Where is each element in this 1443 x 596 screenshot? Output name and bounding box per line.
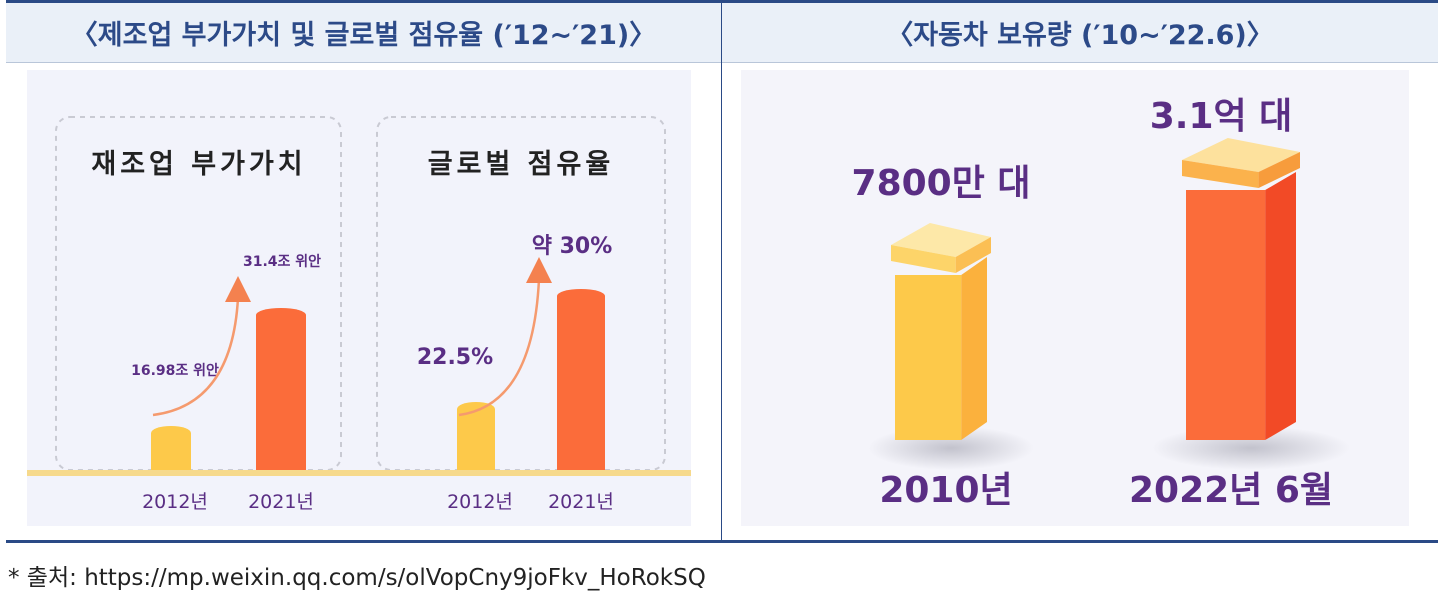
chart1-bar-body-1 [151, 436, 191, 474]
chart1-xlabel-1: 2012년 [142, 491, 208, 513]
column-xlabel-2: 2022년 6월 [1129, 470, 1333, 511]
column-cap-front-1 [891, 245, 956, 273]
column-xlabel-1: 2010년 [879, 470, 1012, 511]
chart1-growth-arrow [152, 297, 240, 417]
baseline [27, 470, 691, 476]
chart2-growth-arrow [458, 278, 541, 417]
chart1-xlabel-2: 2021년 [248, 491, 314, 513]
column-cap-front-2 [1182, 160, 1259, 188]
left-section-title: 〈제조업 부가가치 및 글로벌 점유율 (′12~′21)〉 [6, 3, 721, 63]
source-note: * 출처: https://mp.weixin.qq.com/s/olVopCn… [8, 565, 706, 591]
top-rule [6, 0, 1438, 3]
chart2-frame [376, 116, 666, 471]
vehicle-chart: 7800만 대 2010년 3.1억 대 2022년 6월 [852, 96, 1350, 511]
column-cap-side-1 [955, 237, 991, 273]
column-side-2 [1265, 172, 1296, 440]
chart2-data-label-2: 약 30% [532, 234, 613, 259]
column-cap-side-2 [1258, 152, 1300, 188]
chart2-bar-body-1 [457, 412, 495, 474]
right-section-title: 〈자동차 보유량 (′10~′22.6)〉 [722, 3, 1438, 63]
column-1 [895, 275, 962, 440]
chart2-title: 글로벌 점유율 [428, 149, 614, 180]
chart2-bar-body-2 [557, 299, 605, 474]
chart1-data-label-2: 31.4조 위안 [243, 253, 321, 270]
column-cap-top-1 [891, 223, 991, 257]
chart2-arrow-head [526, 257, 552, 283]
chart2-xlabel-2: 2021년 [548, 491, 614, 513]
column-side-1 [961, 257, 987, 440]
column-data-label-1: 7800만 대 [852, 163, 1031, 204]
chart1-title: 재조업 부가가치 [91, 149, 306, 180]
vehicle-chart-panel: 7800만 대 2010년 3.1억 대 2022년 6월 [741, 70, 1409, 526]
manufacturing-charts: 재조업 부가가치 글로벌 점유율 2012년 16.98조 위안 2021년 31.4… [27, 116, 691, 513]
section-divider [721, 3, 722, 540]
chart1-bar-body-2 [256, 318, 306, 474]
chart2-data-label-1: 22.5% [417, 345, 493, 370]
chart1-arrow-head [225, 276, 251, 302]
chart2-xlabel-1: 2012년 [447, 491, 513, 513]
column-2 [1186, 190, 1266, 440]
column-cap-top-2 [1182, 138, 1300, 172]
manufacturing-chart-panel: 재조업 부가가치 글로벌 점유율 2012년 16.98조 위안 2021년 31.4… [27, 70, 691, 526]
chart1-data-label-1: 16.98조 위안 [131, 362, 219, 379]
bottom-rule [6, 540, 1438, 543]
column-data-label-2: 3.1억 대 [1150, 96, 1293, 137]
